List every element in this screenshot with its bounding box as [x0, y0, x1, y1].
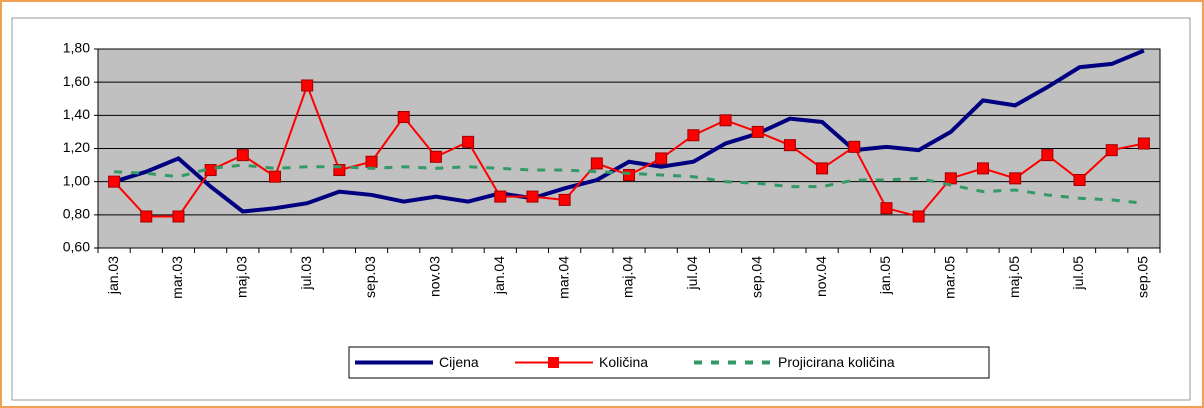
marker: [623, 169, 635, 182]
x-tick-label: jul.04: [684, 256, 700, 291]
marker: [140, 210, 153, 223]
marker: [687, 129, 700, 142]
x-tick-label: mar.03: [169, 256, 185, 299]
x-tick-label: maj.04: [620, 256, 636, 298]
y-tick-label: 1,40: [63, 106, 90, 122]
x-tick-label: nov.03: [427, 256, 443, 297]
x-tick-label: sep.03: [362, 256, 378, 298]
plot-border: [97, 48, 1161, 249]
marker: [429, 150, 442, 163]
x-tick-label: sep.05: [1135, 256, 1151, 298]
marker: [558, 193, 571, 206]
marker: [816, 162, 829, 175]
marker: [108, 175, 121, 188]
y-tick-label: 1,60: [63, 73, 90, 89]
marker: [333, 164, 346, 177]
marker: [1009, 172, 1022, 185]
series-line: [113, 48, 1145, 214]
x-tick-label: jul.03: [298, 256, 314, 291]
legend-marker: [548, 357, 559, 368]
x-tick-label: maj.03: [234, 256, 250, 298]
marker: [783, 139, 796, 152]
legend-label: Količina: [599, 354, 648, 370]
y-tick-label: 0,60: [63, 239, 90, 255]
marker: [880, 202, 893, 215]
x-tick-label: jan.03: [105, 256, 121, 295]
marker: [1041, 149, 1054, 162]
marker: [526, 190, 539, 203]
marker: [944, 172, 957, 185]
x-tick-label: jan.05: [877, 256, 893, 295]
y-tick-label: 1,00: [63, 172, 90, 188]
marker: [172, 210, 185, 223]
marker: [719, 114, 732, 127]
marker: [751, 125, 764, 138]
x-tick-label: sep.04: [748, 256, 764, 298]
y-tick-label: 1,80: [63, 40, 90, 56]
marker: [590, 157, 603, 170]
marker: [462, 135, 475, 148]
series-line: [114, 163, 1145, 205]
legend-box: [348, 346, 990, 379]
marker: [494, 190, 507, 203]
marker: [1105, 144, 1118, 157]
marker: [236, 149, 249, 162]
marker: [204, 164, 217, 177]
y-tick-label: 0,80: [63, 206, 90, 222]
legend-label: Projicirana količina: [778, 354, 895, 370]
marker: [269, 170, 281, 183]
legend-label: Cijena: [439, 354, 479, 370]
marker: [1073, 174, 1086, 187]
x-tick-label: jul.05: [1070, 256, 1086, 291]
marker: [1137, 137, 1150, 150]
x-tick-label: mar.05: [942, 256, 958, 299]
x-tick-label: jan.04: [491, 256, 507, 295]
marker: [977, 162, 989, 175]
marker: [397, 110, 410, 123]
marker: [912, 210, 925, 223]
marker: [365, 155, 378, 168]
x-tick-label: nov.04: [813, 256, 829, 297]
marker: [655, 152, 668, 165]
marker: [848, 140, 861, 153]
x-tick-label: mar.04: [555, 256, 571, 299]
x-tick-label: maj.05: [1006, 256, 1022, 298]
marker: [301, 79, 314, 92]
chart-frame: [11, 17, 1191, 401]
y-tick-label: 1,20: [63, 139, 90, 155]
